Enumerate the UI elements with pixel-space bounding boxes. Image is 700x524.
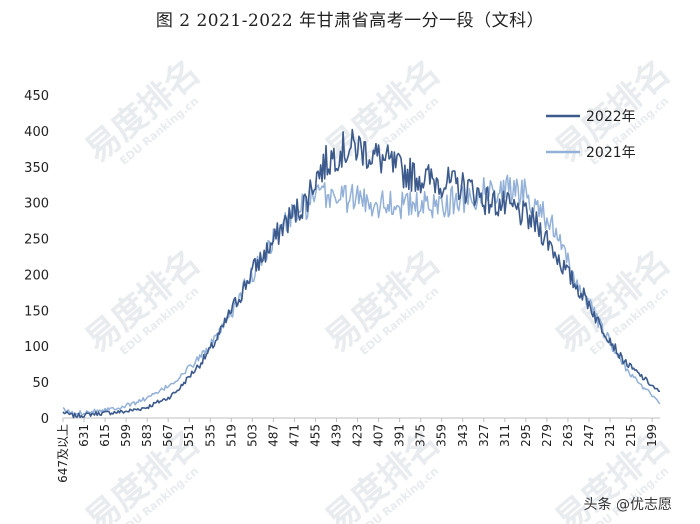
- legend-label: 2022年: [586, 109, 636, 125]
- y-tick-label: 300: [24, 197, 49, 212]
- series-line-2021: [62, 174, 661, 416]
- y-tick-label: 400: [24, 125, 49, 140]
- x-tick-label: 279: [540, 424, 554, 447]
- x-tick-label: 551: [182, 424, 196, 447]
- x-tick-label: 247: [582, 424, 596, 447]
- x-tick-label: 343: [456, 424, 470, 447]
- x-tick-label: 647及以上: [56, 424, 70, 483]
- legend-label: 2021年: [586, 145, 636, 161]
- y-tick-label: 150: [24, 304, 49, 319]
- y-tick-label: 0: [41, 412, 49, 427]
- x-tick-label: 535: [203, 424, 217, 447]
- chart-legend: 2022年 2021年: [546, 109, 636, 161]
- x-tick-label: 263: [561, 424, 575, 447]
- x-tick-label: 631: [77, 424, 91, 447]
- x-tick-label: 439: [330, 424, 344, 447]
- x-tick-label: 407: [372, 424, 386, 447]
- x-tick-label: 231: [603, 424, 617, 447]
- x-tick-label: 375: [414, 424, 428, 447]
- x-tick-label: 599: [119, 424, 133, 447]
- x-tick-label: 199: [645, 424, 659, 447]
- x-tick-label: 423: [351, 424, 365, 447]
- y-tick-label: 250: [24, 233, 49, 248]
- x-tick-label: 583: [140, 424, 154, 447]
- x-tick-label: 567: [161, 424, 175, 447]
- x-tick-label: 391: [393, 424, 407, 447]
- y-tick-label: 100: [24, 340, 49, 355]
- x-tick-label: 471: [287, 424, 301, 447]
- y-tick-label: 50: [32, 376, 49, 391]
- y-tick-label: 450: [24, 89, 49, 104]
- series-line-2022: [62, 128, 661, 419]
- x-tick-label: 327: [477, 424, 491, 447]
- x-tick-label: 615: [98, 424, 112, 447]
- x-tick-label: 311: [498, 424, 512, 447]
- y-tick-label: 200: [24, 268, 49, 283]
- x-tick-label: 215: [624, 424, 638, 447]
- x-tick-label: 487: [266, 424, 280, 447]
- x-tick-label: 359: [435, 424, 449, 447]
- x-tick-label: 519: [224, 424, 238, 447]
- footer-credit: 头条 @优志愿: [583, 497, 672, 513]
- x-tick-label: 503: [245, 424, 259, 447]
- chart-title: 图 2 2021-2022 年甘肃省高考一分一段（文科）: [155, 11, 545, 31]
- x-tick-label: 455: [308, 424, 322, 447]
- chart-axes: 0 50 100 150 200 250 300 350 400 450 647及以上 631 615 5…: [24, 89, 660, 483]
- series-layer: [62, 128, 661, 419]
- x-tick-label: 295: [519, 424, 533, 447]
- y-tick-label: 350: [24, 161, 49, 176]
